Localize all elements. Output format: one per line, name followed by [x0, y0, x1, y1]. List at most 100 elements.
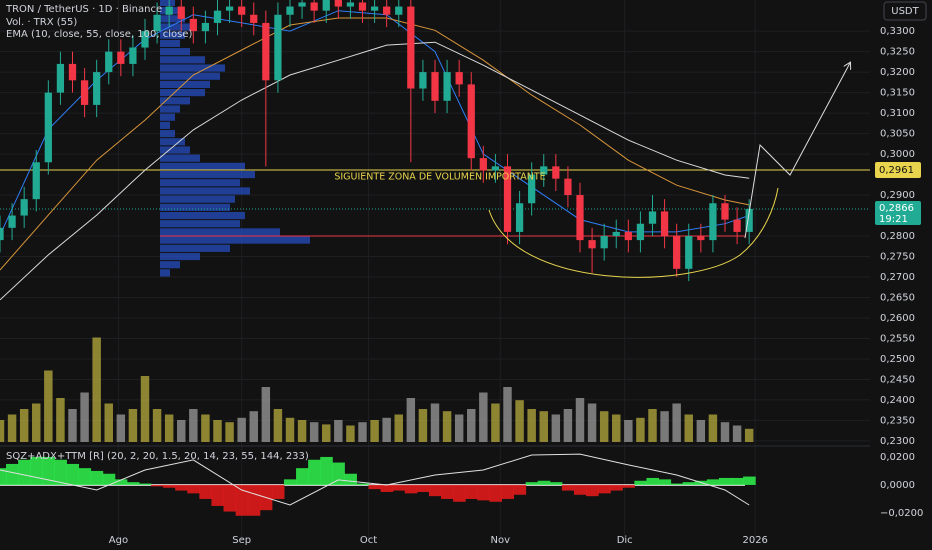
candle-body	[274, 14, 282, 81]
candle-body	[68, 63, 77, 81]
profile-bar	[160, 211, 245, 220]
ema-line	[0, 10, 750, 236]
y-tick-label: 0,2500	[880, 354, 915, 365]
y-tick-label: 0,2600	[880, 313, 915, 324]
indicator-bar	[743, 476, 756, 485]
candle-body	[721, 203, 729, 220]
indicator-bar	[513, 484, 527, 495]
profile-bar	[160, 244, 230, 252]
volume-bar	[696, 420, 706, 442]
indicator-legend: SQZ+ADX+TTM [R] (20, 2, 20, 1.5, 20, 14,…	[6, 451, 309, 462]
candles	[0, 0, 753, 282]
x-tick-label: Nov	[490, 535, 510, 546]
indicator-bar	[658, 479, 672, 485]
indicator-bar	[586, 484, 599, 497]
candle-body	[624, 231, 632, 241]
volume-bar	[382, 417, 391, 442]
currency-box[interactable]	[883, 1, 927, 21]
candle-body	[479, 158, 487, 171]
x-tick-label: Ago	[109, 535, 128, 546]
volume-bar	[503, 387, 512, 442]
volume-bar	[454, 414, 464, 442]
profile-bar	[160, 252, 200, 261]
profile-bar	[160, 31, 185, 39]
y-tick-label: 0,2450	[880, 374, 915, 385]
currency[interactable]: USDT	[891, 6, 919, 17]
indicator-bar	[392, 484, 406, 491]
candle-body	[80, 80, 89, 105]
indicator-bar	[356, 483, 370, 485]
candle-body	[334, 0, 342, 7]
indicator-bar	[465, 484, 478, 499]
indicator-bar	[453, 484, 466, 502]
profile-bar	[160, 64, 225, 72]
indicator-bar	[731, 477, 744, 485]
profile-bar	[160, 89, 205, 97]
candle-body	[310, 2, 318, 11]
indicator-bar	[54, 459, 67, 485]
candle-body	[564, 178, 572, 196]
candle-body	[395, 6, 403, 15]
volume-bar	[285, 417, 295, 442]
indicator-bar	[489, 484, 502, 502]
y-tick-label: 0,3100	[880, 108, 915, 119]
candle-body	[213, 10, 222, 23]
y-tick-label: 0,2700	[880, 272, 915, 283]
volume-bar	[672, 403, 681, 442]
profile-bar	[160, 39, 180, 48]
candle-body	[685, 236, 693, 269]
last-price-box	[875, 200, 921, 225]
candle-body	[660, 211, 669, 237]
indicator-bar	[573, 484, 587, 495]
volume-bar	[201, 414, 210, 442]
level-label: 0,2961	[879, 165, 914, 176]
x-tick-label: Oct	[360, 535, 377, 546]
volume-bar	[624, 420, 633, 442]
volume-bar	[80, 392, 89, 442]
candle-body	[0, 227, 4, 241]
candle-body	[455, 72, 463, 85]
indicator-bar	[380, 484, 394, 492]
candle-body	[467, 84, 475, 159]
indicator-bar	[247, 484, 261, 516]
indicator-bar	[525, 482, 539, 485]
profile-bar	[160, 15, 185, 23]
indicator-bar	[151, 484, 164, 487]
candle-body	[129, 47, 137, 64]
candle-body	[419, 72, 427, 89]
volume-bar	[720, 422, 730, 442]
volume-bar	[309, 422, 319, 442]
profile-bar	[160, 48, 190, 56]
volume-bar	[358, 422, 367, 442]
candle-body	[238, 6, 246, 15]
candle-body	[44, 92, 52, 163]
indicator-bar	[501, 484, 515, 499]
indicator-bar	[175, 484, 188, 491]
indicator-bar	[78, 468, 92, 485]
symbol-title: TRON / TetherUS · 1D · Binance	[5, 4, 162, 15]
volume-bar	[563, 409, 573, 442]
volume-bar	[744, 428, 754, 442]
volume-bar	[249, 411, 258, 442]
candle-body	[177, 6, 185, 19]
candle-body	[673, 236, 681, 269]
indicator-bar	[610, 484, 623, 491]
arrow-drawing	[744, 63, 850, 239]
volume-bar	[225, 422, 234, 442]
volume-bar	[273, 409, 283, 442]
indicator-bar	[6, 463, 19, 485]
indicator-bar	[102, 473, 116, 485]
indicator-bar	[428, 484, 442, 497]
volume-bar	[177, 420, 186, 442]
candle-body	[346, 2, 355, 7]
volume-bar	[599, 411, 609, 442]
volume-bar	[527, 409, 536, 442]
volume-bar	[467, 409, 476, 442]
volume-bar	[636, 417, 645, 442]
volume-bar	[128, 409, 138, 442]
y-tick-label: 0,2650	[880, 292, 915, 303]
indicator-bar	[646, 477, 660, 485]
candle-body	[443, 72, 451, 101]
candle-body	[636, 223, 645, 241]
candle-body	[733, 219, 741, 232]
